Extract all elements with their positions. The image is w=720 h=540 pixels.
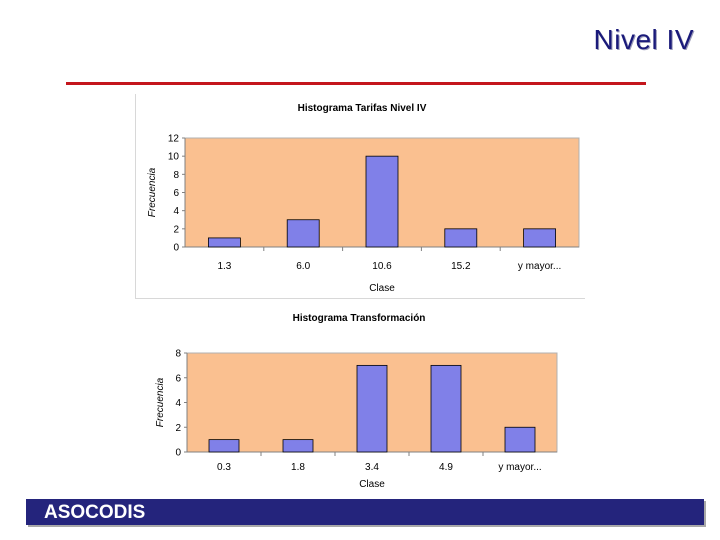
y-tick-label: 10 [168, 152, 180, 163]
x-tick-label: y mayor... [518, 261, 561, 272]
chart-title: Histograma Transformación [293, 313, 426, 324]
histogram-transformacion-chart: Histograma Transformación 0 2 4 6 8 0.3 1.8 3.4 4… [135, 306, 561, 494]
x-tick-label: 0.3 [217, 462, 231, 473]
histogram-transformacion-svg: Histograma Transformación 0 2 4 6 8 0.3 1.8 3.4 4… [155, 313, 558, 490]
y-axis-title: Frecuencia [147, 167, 158, 217]
x-axis-title: Clase [359, 479, 385, 490]
x-axis-title: Clase [369, 283, 395, 294]
y-tick-label: 2 [175, 423, 181, 434]
footer-bar: ASOCODIS [26, 499, 704, 525]
bar-5 [504, 426, 536, 453]
y-tick-label: 8 [173, 170, 179, 181]
x-tick-label: 6.0 [296, 261, 310, 272]
bar-4 [430, 364, 462, 453]
x-tick-label: 4.9 [439, 462, 453, 473]
x-tick-label: 3.4 [365, 462, 379, 473]
bar-2 [286, 219, 320, 248]
y-tick-label: 0 [173, 243, 179, 254]
bar-4 [444, 228, 478, 248]
y-axis-title: Frecuencia [155, 377, 166, 427]
y-tick-label: 2 [173, 224, 179, 235]
chart-title: Histograma Tarifas Nivel IV [298, 103, 427, 114]
y-tick-label: 6 [175, 373, 181, 384]
bar-5 [523, 228, 557, 248]
bar-1 [208, 237, 241, 248]
x-tick-label: y mayor... [498, 462, 541, 473]
y-tick-label: 0 [175, 448, 181, 459]
y-tick-label: 4 [175, 398, 181, 409]
bar-3 [356, 364, 388, 453]
y-tick-label: 6 [173, 188, 179, 199]
footer-label: ASOCODIS [44, 502, 146, 523]
histogram-tarifas-chart: Histograma Tarifas Nivel IV 0 2 4 6 8 10 12 1.3 6… [135, 94, 585, 299]
x-tick-label: 15.2 [451, 261, 471, 272]
bar-3 [365, 155, 399, 248]
y-tick-label: 4 [173, 206, 179, 217]
bar-2 [282, 439, 314, 453]
bar-1 [208, 439, 240, 453]
x-tick-label: 1.3 [217, 261, 231, 272]
y-tick-label: 8 [175, 349, 181, 360]
x-tick-label: 1.8 [291, 462, 305, 473]
y-tick-label: 12 [168, 134, 180, 145]
slide-title: Nivel IV [593, 24, 694, 55]
histogram-tarifas-svg: Histograma Tarifas Nivel IV 0 2 4 6 8 10 12 1.3 6… [147, 103, 580, 294]
title-rule [66, 82, 646, 85]
x-tick-label: 10.6 [372, 261, 392, 272]
